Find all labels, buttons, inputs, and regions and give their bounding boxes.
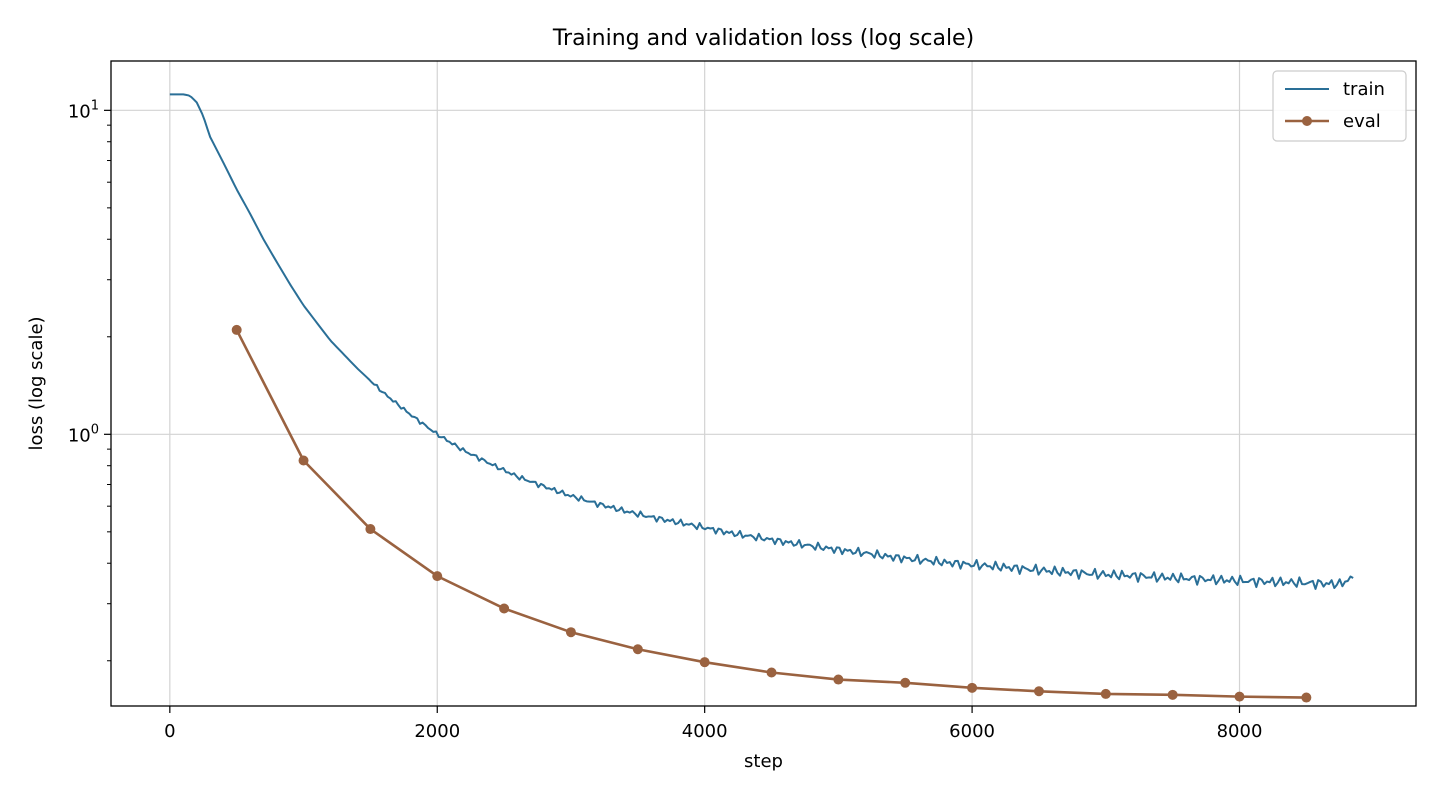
x-tick-label: 8000 [1217, 721, 1263, 742]
legend: train eval [1272, 70, 1407, 142]
grid-lines [111, 61, 1416, 706]
legend-marker-eval [1302, 116, 1312, 126]
y-tick-label: 101 [68, 98, 99, 122]
data-point-eval [900, 677, 911, 688]
data-point-eval [1301, 692, 1312, 703]
data-point-eval [1167, 689, 1178, 700]
data-point-eval [967, 682, 978, 693]
y-tick-exponent: 0 [91, 422, 99, 437]
y-tick-exponent: 1 [91, 98, 99, 113]
y-axis-label: loss (log scale) [26, 316, 47, 450]
x-tick-label: 0 [164, 721, 175, 742]
data-point-eval [432, 571, 443, 582]
x-tick-label: 2000 [414, 721, 460, 742]
data-point-eval [499, 603, 510, 614]
plot-frame [110, 60, 1417, 707]
data-point-eval [231, 324, 242, 335]
data-point-eval [565, 627, 576, 638]
y-tick-base: 10 [68, 425, 91, 446]
y-tick-label: 100 [68, 422, 99, 446]
series-layer [169, 93, 1354, 703]
x-tick-label: 6000 [949, 721, 995, 742]
data-point-eval [1100, 688, 1111, 699]
data-point-eval [298, 455, 309, 466]
data-point-eval [365, 524, 376, 535]
legend-label-train: train [1343, 79, 1385, 100]
legend-box [1272, 70, 1407, 142]
data-point-eval [632, 644, 643, 655]
y-tick-base: 10 [68, 101, 91, 122]
data-point-eval [699, 657, 710, 668]
x-axis-label: step [744, 751, 783, 772]
series-line-train [169, 93, 1354, 590]
legend-label-eval: eval [1343, 111, 1381, 132]
x-axis: 0 2000 4000 6000 8000 [164, 706, 1262, 742]
data-point-eval [833, 674, 844, 685]
x-tick-label: 4000 [682, 721, 728, 742]
data-point-eval [1033, 686, 1044, 697]
data-point-eval [766, 667, 777, 678]
chart-title: Training and validation loss (log scale) [552, 26, 974, 51]
data-point-eval [1234, 691, 1245, 702]
